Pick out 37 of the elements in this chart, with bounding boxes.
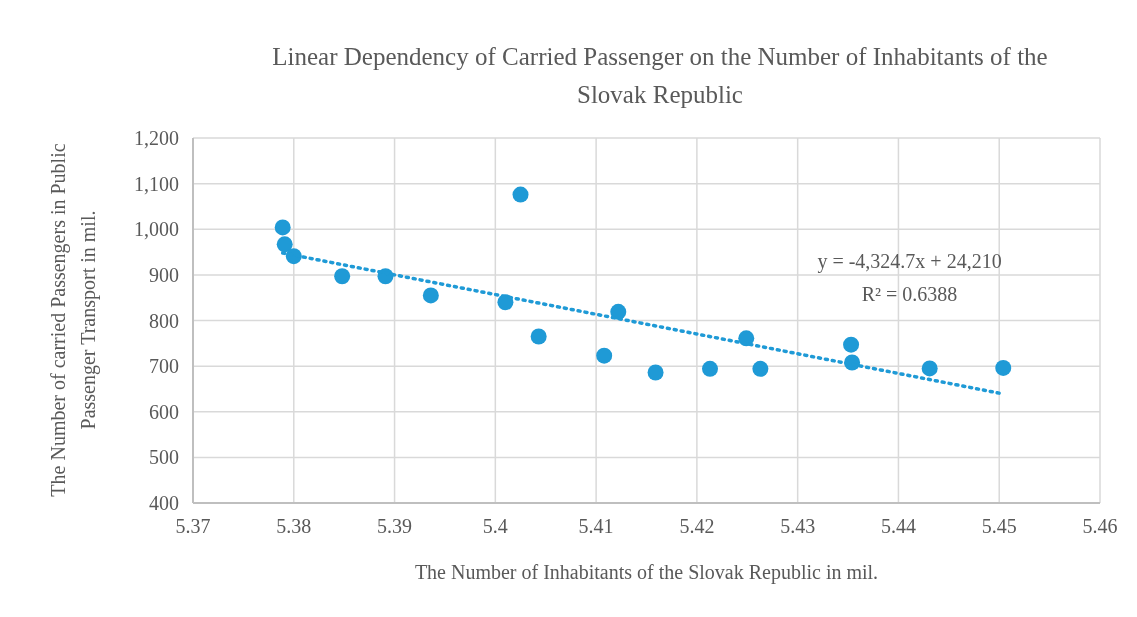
- x-tick-label: 5.41: [578, 515, 614, 538]
- x-tick-label: 5.42: [679, 515, 715, 538]
- point: [596, 347, 613, 364]
- point: [512, 186, 529, 203]
- x-tick-label: 5.43: [780, 515, 816, 538]
- x-tick-label: 5.46: [1082, 515, 1118, 538]
- point: [701, 360, 718, 377]
- point: [334, 268, 351, 285]
- y-tick-label: 1,200: [134, 127, 179, 150]
- x-tick-label: 5.37: [175, 515, 211, 538]
- point: [647, 364, 664, 381]
- x-tick-label: 5.39: [377, 515, 413, 538]
- y-tick-label: 900: [149, 263, 179, 286]
- point: [995, 359, 1012, 376]
- x-tick-label: 5.45: [981, 515, 1017, 538]
- point: [752, 360, 769, 377]
- y-tick-label: 1,100: [134, 172, 179, 195]
- y-axis-title: The Number of carried Passengers in Public Passenger Transport in mil.: [46, 142, 101, 499]
- y-tick-label: 800: [149, 309, 179, 332]
- y-tick-label: 700: [149, 355, 179, 378]
- point: [921, 360, 938, 377]
- y-tick-label: 400: [149, 492, 179, 515]
- x-axis-title: The Number of Inhabitants of the Slovak Republic in mil.: [413, 561, 880, 584]
- x-tick-label: 5.44: [880, 515, 916, 538]
- point: [422, 287, 439, 304]
- point: [530, 328, 547, 345]
- point: [843, 336, 860, 353]
- annotation: y = -4,324.7x + 24,210: [816, 249, 1003, 275]
- y-tick-label: 600: [149, 400, 179, 423]
- chart-title: Linear Dependency of Carried Passenger on the Number of Inhabitants of the Slovak Republic: [271, 42, 1049, 110]
- y-tick-label: 500: [149, 446, 179, 469]
- annotation: R² = 0.6388: [860, 282, 959, 308]
- x-tick-label: 5.38: [276, 515, 312, 538]
- point: [276, 236, 293, 253]
- y-tick-label: 1,000: [134, 218, 179, 241]
- point: [274, 219, 291, 236]
- x-tick-label: 5.4: [482, 515, 508, 538]
